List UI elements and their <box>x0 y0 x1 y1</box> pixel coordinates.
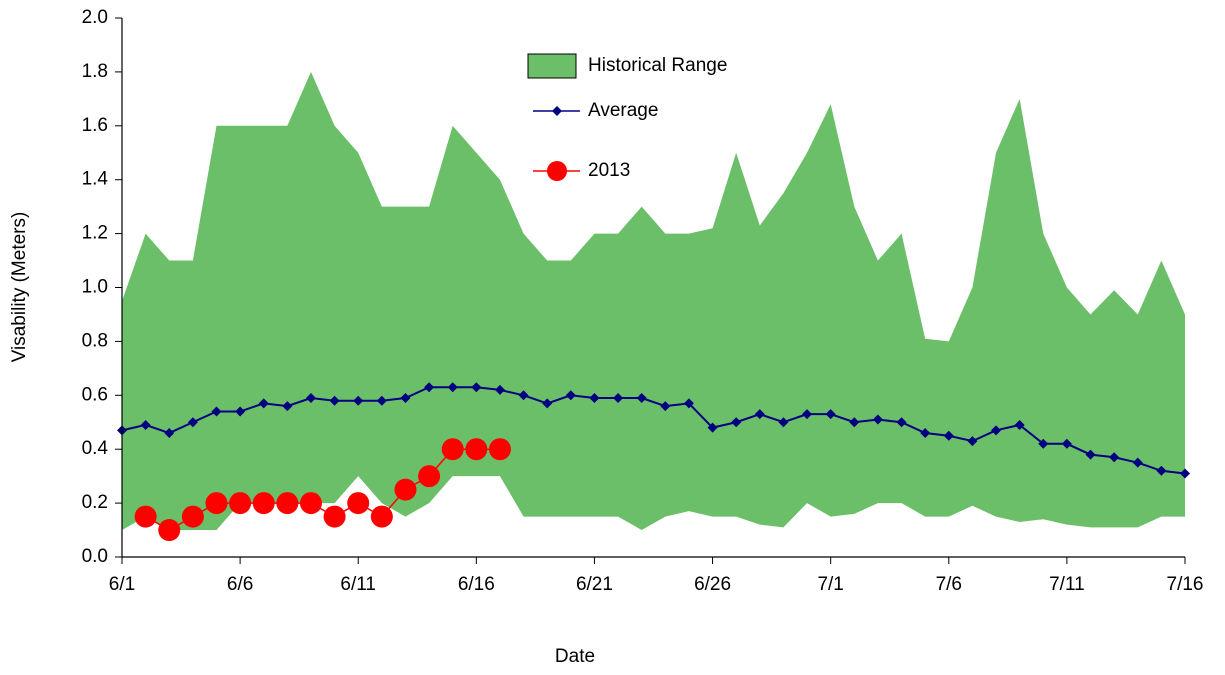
legend-label: 2013 <box>588 160 630 181</box>
point-marker <box>323 505 346 528</box>
point-marker <box>613 392 624 403</box>
y-tick-label: 1.0 <box>82 277 108 298</box>
x-tick-label: 6/6 <box>227 574 253 595</box>
legend-swatch <box>527 53 577 79</box>
legend-label: Historical Range <box>588 55 727 76</box>
point-marker <box>418 465 441 488</box>
point-marker <box>1156 465 1167 476</box>
point-marker <box>158 519 181 542</box>
y-tick-label: 0.4 <box>82 438 109 459</box>
point-marker <box>849 417 860 428</box>
point-marker <box>872 414 883 425</box>
point-marker <box>943 430 954 441</box>
point-marker <box>920 428 931 439</box>
point-marker <box>991 425 1002 436</box>
point-marker <box>353 395 364 406</box>
point-marker <box>181 505 204 528</box>
point-marker <box>589 392 600 403</box>
point-marker <box>329 395 340 406</box>
point-marker <box>229 492 252 515</box>
point-marker <box>1038 438 1049 449</box>
point-marker <box>400 392 411 403</box>
point-marker <box>1061 438 1072 449</box>
point-marker <box>134 505 157 528</box>
y-tick-label: 1.4 <box>82 169 109 190</box>
point-marker <box>376 395 387 406</box>
point-marker <box>1085 449 1096 460</box>
range-area <box>122 71 1185 531</box>
point-marker <box>211 406 222 417</box>
point-marker <box>370 505 393 528</box>
point-marker <box>1014 419 1025 430</box>
point-marker <box>187 417 198 428</box>
x-tick-label: 7/16 <box>1167 574 1204 595</box>
point-marker <box>465 438 488 461</box>
point-marker <box>1132 457 1143 468</box>
point-marker <box>258 398 269 409</box>
legend-marker <box>552 106 562 116</box>
point-marker <box>1180 468 1190 479</box>
point-marker <box>896 417 907 428</box>
point-marker <box>252 492 275 515</box>
point-marker <box>471 382 482 393</box>
y-axis-label: Visability (Meters) <box>9 212 30 363</box>
point-marker <box>347 492 370 515</box>
point-marker <box>299 492 322 515</box>
point-marker <box>707 422 718 433</box>
y-tick-label: 0.2 <box>82 492 108 513</box>
y-tick-label: 0.6 <box>82 384 108 405</box>
series-line <box>145 448 500 531</box>
y-tick-label: 2.0 <box>82 7 108 28</box>
point-marker <box>967 436 978 447</box>
point-marker <box>235 406 246 417</box>
point-marker <box>542 398 553 409</box>
y-tick-label: 1.2 <box>82 223 108 244</box>
point-marker <box>1109 452 1120 463</box>
point-marker <box>494 384 505 395</box>
y-tick-label: 0.8 <box>82 330 108 351</box>
y-tick-label: 1.6 <box>82 115 108 136</box>
legend-label: Average <box>588 100 658 121</box>
point-marker <box>282 401 293 412</box>
point-marker <box>205 492 228 515</box>
x-tick-label: 7/11 <box>1049 574 1085 595</box>
point-marker <box>565 390 576 401</box>
x-tick-label: 6/26 <box>694 574 731 595</box>
x-tick-label: 7/6 <box>936 574 962 595</box>
point-marker <box>305 392 316 403</box>
point-marker <box>488 438 511 461</box>
point-marker <box>754 409 765 420</box>
x-tick-label: 7/1 <box>817 574 843 595</box>
point-marker <box>441 438 464 461</box>
x-tick-label: 6/16 <box>458 574 495 595</box>
point-marker <box>683 398 694 409</box>
point-marker <box>778 417 789 428</box>
point-marker <box>518 390 529 401</box>
point-marker <box>140 419 151 430</box>
legend-marker <box>547 161 567 181</box>
point-marker <box>164 428 175 439</box>
point-marker <box>636 392 647 403</box>
point-marker <box>424 382 435 393</box>
series-line <box>121 386 1186 475</box>
point-marker <box>731 417 742 428</box>
point-marker <box>802 409 813 420</box>
x-tick-label: 6/21 <box>576 574 613 595</box>
y-tick-label: 0.0 <box>82 546 108 567</box>
point-marker <box>276 492 299 515</box>
x-axis-label: Date <box>555 646 595 667</box>
y-tick-label: 1.8 <box>82 61 108 82</box>
point-marker <box>447 382 458 393</box>
point-marker <box>660 401 671 412</box>
point-marker <box>394 478 417 501</box>
x-tick-label: 6/1 <box>109 574 135 595</box>
point-marker <box>825 409 836 420</box>
x-tick-label: 6/11 <box>340 574 376 595</box>
